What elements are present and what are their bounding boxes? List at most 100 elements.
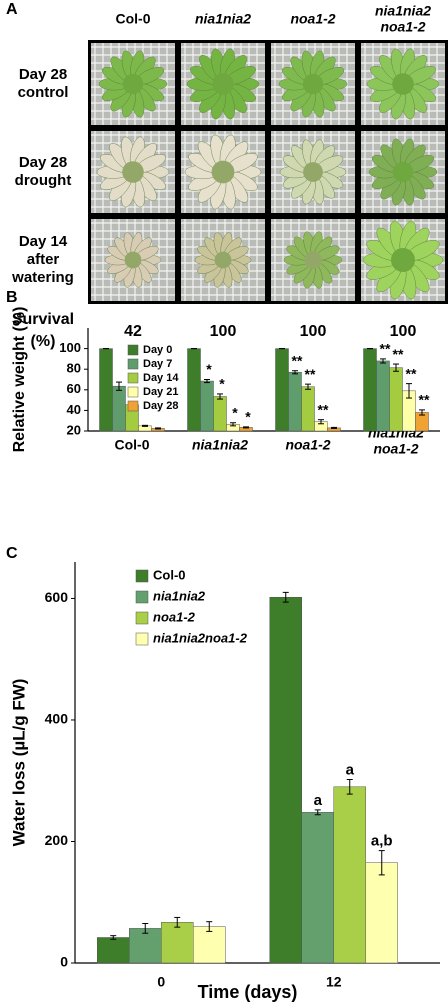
row-label: control xyxy=(18,84,69,101)
rosette-center xyxy=(392,73,414,95)
bar xyxy=(363,348,377,432)
rosette-center xyxy=(214,251,232,269)
legend-swatch xyxy=(127,400,139,412)
column-header: noa1-2 xyxy=(290,11,335,27)
significance-label: * xyxy=(206,361,212,377)
rosette-center xyxy=(212,73,234,95)
bar xyxy=(288,372,302,432)
row-label: drought xyxy=(15,172,72,189)
error-bar xyxy=(243,426,249,429)
error-bar xyxy=(204,379,210,384)
error-bar xyxy=(419,409,425,416)
bar xyxy=(389,367,403,432)
error-bar xyxy=(230,422,236,427)
error-bar xyxy=(292,370,298,375)
legend-swatch xyxy=(135,590,149,604)
column-header: nia1nia2 xyxy=(195,11,251,27)
panel-label: C xyxy=(6,545,18,562)
rosette-center xyxy=(211,160,235,184)
survival-value: 100 xyxy=(300,323,327,340)
y-tick-label: 400 xyxy=(45,711,69,727)
significance-label: a xyxy=(314,792,323,809)
error-bar xyxy=(331,426,337,429)
legend-label: Day 7 xyxy=(143,358,172,370)
rosette-center xyxy=(392,161,414,183)
significance-label: * xyxy=(219,376,225,392)
x-axis-label: Time (days) xyxy=(198,982,298,1002)
significance-label: a xyxy=(346,761,355,778)
y-tick-label: 0 xyxy=(60,954,68,970)
bar xyxy=(269,596,302,964)
significance-label: * xyxy=(232,404,238,420)
bar xyxy=(99,348,113,432)
bar xyxy=(187,348,201,432)
row-label: Day 28 xyxy=(19,66,67,83)
bar xyxy=(193,926,226,964)
survival-label: Survival xyxy=(12,311,74,328)
y-tick-label: 600 xyxy=(45,589,69,605)
bar xyxy=(112,385,126,432)
rosette-center xyxy=(304,251,322,269)
row-label: watering xyxy=(11,269,74,286)
row-label: after xyxy=(27,251,60,268)
significance-label: ** xyxy=(305,366,316,382)
legend-swatch xyxy=(135,611,149,625)
bar xyxy=(301,812,334,964)
legend-label: nia1nia2 xyxy=(153,588,206,603)
error-bar xyxy=(305,383,311,390)
error-bar xyxy=(314,809,321,816)
error-bar xyxy=(110,935,117,940)
significance-label: ** xyxy=(419,392,430,408)
legend-swatch xyxy=(135,569,149,583)
bar xyxy=(275,348,289,432)
error-bar xyxy=(318,419,324,425)
column-header: nia1nia2 xyxy=(375,3,431,19)
error-bar xyxy=(206,921,213,932)
bar xyxy=(213,396,227,432)
bar xyxy=(129,928,162,964)
legend-swatch xyxy=(127,358,139,370)
error-bar xyxy=(406,383,412,399)
column-header: noa1-2 xyxy=(380,19,425,35)
significance-label: ** xyxy=(318,401,329,417)
significance-label: ** xyxy=(393,346,404,362)
x-tick-label: noa1-2 xyxy=(373,441,418,457)
error-bar xyxy=(174,916,181,928)
bar xyxy=(376,360,390,432)
row-label: Day 14 xyxy=(19,233,68,250)
legend-swatch xyxy=(127,344,139,356)
bar xyxy=(97,937,130,964)
legend-label: Day 28 xyxy=(143,400,178,412)
error-bar xyxy=(116,381,122,391)
x-tick-label: 0 xyxy=(157,974,165,990)
y-tick-label: 40 xyxy=(67,402,81,417)
survival-label: (%) xyxy=(31,333,56,350)
rosette-center xyxy=(124,251,142,269)
y-axis-label: Water loss (µL/g FW) xyxy=(9,679,28,847)
rosette-center xyxy=(122,161,144,183)
y-tick-label: 100 xyxy=(59,340,81,355)
legend-label: Col-0 xyxy=(153,567,186,582)
significance-label: a,b xyxy=(371,833,393,850)
row-label: Day 28 xyxy=(19,154,67,171)
rosette-center xyxy=(391,248,415,272)
legend-label: nia1nia2noa1-2 xyxy=(153,630,248,645)
y-tick-label: 200 xyxy=(45,832,69,848)
rosette-center xyxy=(302,73,324,95)
panel-label: A xyxy=(6,1,18,18)
legend-label: noa1-2 xyxy=(153,609,196,624)
legend-label: Day 21 xyxy=(143,386,178,398)
error-bar xyxy=(142,923,149,934)
x-tick-label: 12 xyxy=(326,974,342,990)
error-bar xyxy=(378,850,385,876)
column-header: Col-0 xyxy=(116,11,151,27)
x-tick-label: Col-0 xyxy=(115,437,150,453)
bar xyxy=(161,922,194,964)
bar xyxy=(365,862,398,964)
rosette-center xyxy=(303,162,323,182)
legend-label: Day 14 xyxy=(143,372,179,384)
significance-label: * xyxy=(245,409,251,425)
panel-label: B xyxy=(6,289,18,306)
